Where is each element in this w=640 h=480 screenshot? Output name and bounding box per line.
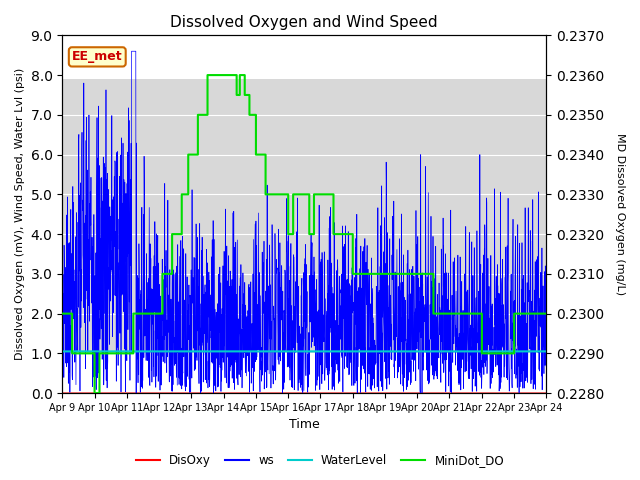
Text: EE_met: EE_met [72, 50, 123, 63]
Title: Dissolved Oxygen and Wind Speed: Dissolved Oxygen and Wind Speed [170, 15, 438, 30]
Bar [62, 79, 546, 353]
Legend: DisOxy, ws, WaterLevel, MiniDot_DO: DisOxy, ws, WaterLevel, MiniDot_DO [131, 449, 509, 472]
Y-axis label: Dissolved Oxygen (mV), Wind Speed, Water Lvl (psi): Dissolved Oxygen (mV), Wind Speed, Water… [15, 68, 25, 360]
X-axis label: Time: Time [289, 419, 319, 432]
Y-axis label: MD Dissolved Oxygen (mg/L): MD Dissolved Oxygen (mg/L) [615, 133, 625, 295]
